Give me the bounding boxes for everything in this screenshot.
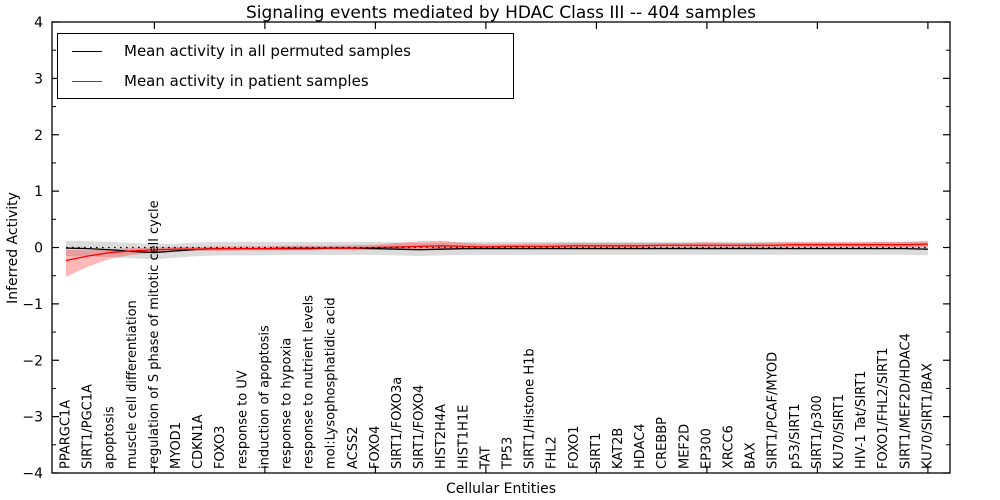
legend-label-patient: Mean activity in patient samples bbox=[124, 72, 369, 90]
x-category-label: HDAC4 bbox=[633, 423, 648, 469]
x-category-label: FOXO1/FHL2/SIRT1 bbox=[876, 348, 891, 469]
y-tick-label: −2 bbox=[22, 353, 43, 369]
x-category-label: induction of apoptosis bbox=[257, 325, 272, 469]
y-tick-label: 0 bbox=[34, 241, 43, 257]
legend-entry-permuted: Mean activity in all permuted samples bbox=[58, 36, 513, 66]
y-tick-label: 1 bbox=[34, 184, 43, 200]
x-category-label: p53/SIRT1 bbox=[788, 403, 803, 469]
y-tick-label: 4 bbox=[34, 15, 43, 31]
x-category-label: KU70/SIRT1/BAX bbox=[920, 363, 935, 469]
x-category-label: SIRT1/PCAF/MYOD bbox=[766, 352, 781, 469]
x-category-label: SIRT1/MEF2D/HDAC4 bbox=[898, 333, 913, 469]
x-category-label: HIST1H1E bbox=[456, 405, 471, 469]
x-category-label: XRCC6 bbox=[722, 425, 737, 469]
x-category-label: mol:Lysophosphatidic acid bbox=[324, 297, 339, 469]
y-tick-label: −4 bbox=[22, 466, 43, 482]
legend-label-permuted: Mean activity in all permuted samples bbox=[124, 42, 411, 60]
x-category-label: FOXO3 bbox=[213, 426, 228, 469]
y-tick-label: −3 bbox=[22, 410, 43, 426]
y-tick-label: −1 bbox=[22, 297, 43, 313]
legend-entry-patient: Mean activity in patient samples bbox=[58, 66, 513, 96]
legend-line-black-icon bbox=[72, 50, 102, 52]
x-category-label: MEF2D bbox=[677, 424, 692, 469]
y-axis-title: Inferred Activity bbox=[5, 192, 21, 304]
y-tick-label: 3 bbox=[34, 71, 43, 87]
x-category-label: PPARGC1A bbox=[59, 400, 74, 469]
x-category-label: muscle cell differentiation bbox=[125, 300, 140, 469]
x-category-label: KU70/SIRT1 bbox=[832, 394, 847, 469]
x-category-label: response to hypoxia bbox=[280, 338, 295, 469]
x-category-label: apoptosis bbox=[103, 406, 118, 469]
x-category-label: BAX bbox=[744, 442, 759, 469]
series-band-1 bbox=[66, 240, 928, 277]
x-category-label: CREBBP bbox=[655, 417, 670, 469]
x-category-label: SIRT1 bbox=[589, 433, 604, 469]
x-category-label: KAT2B bbox=[611, 428, 626, 469]
x-category-label: MYOD1 bbox=[169, 422, 184, 469]
x-category-label: SIRT1/FOXO4 bbox=[412, 385, 427, 469]
series-line-1 bbox=[65, 243, 928, 262]
x-category-label: regulation of S phase of mitotic cell cy… bbox=[147, 200, 162, 469]
x-category-label: response to UV bbox=[235, 370, 250, 469]
x-category-label: TP53 bbox=[501, 437, 516, 470]
x-category-label: ACSS2 bbox=[346, 426, 361, 469]
x-category-label: SIRT1/FOXO3a bbox=[390, 377, 405, 469]
x-category-label: HIV-1 Tat/SIRT1 bbox=[854, 371, 869, 469]
legend: Mean activity in all permuted samples Me… bbox=[57, 33, 514, 99]
y-tick-label: 2 bbox=[34, 128, 43, 144]
legend-line-red-icon bbox=[72, 80, 102, 82]
x-category-label: FOXO4 bbox=[368, 426, 383, 469]
x-axis-title: Cellular Entities bbox=[445, 481, 557, 497]
chart-title: Signaling events mediated by HDAC Class … bbox=[245, 3, 757, 23]
x-category-label: EP300 bbox=[699, 428, 714, 469]
x-category-label: SIRT1/PGC1A bbox=[81, 384, 96, 469]
x-category-label: CDKN1A bbox=[191, 414, 206, 469]
x-category-label: SIRT1/p300 bbox=[810, 395, 825, 469]
x-category-label: FHL2 bbox=[545, 436, 560, 469]
x-category-label: TAT bbox=[478, 446, 493, 470]
x-category-label: response to nutrient levels bbox=[302, 295, 317, 469]
x-category-label: FOXO1 bbox=[567, 426, 582, 469]
x-category-label: SIRT1/Histone H1b bbox=[523, 348, 538, 469]
x-category-label: HIST2H4A bbox=[434, 404, 449, 469]
